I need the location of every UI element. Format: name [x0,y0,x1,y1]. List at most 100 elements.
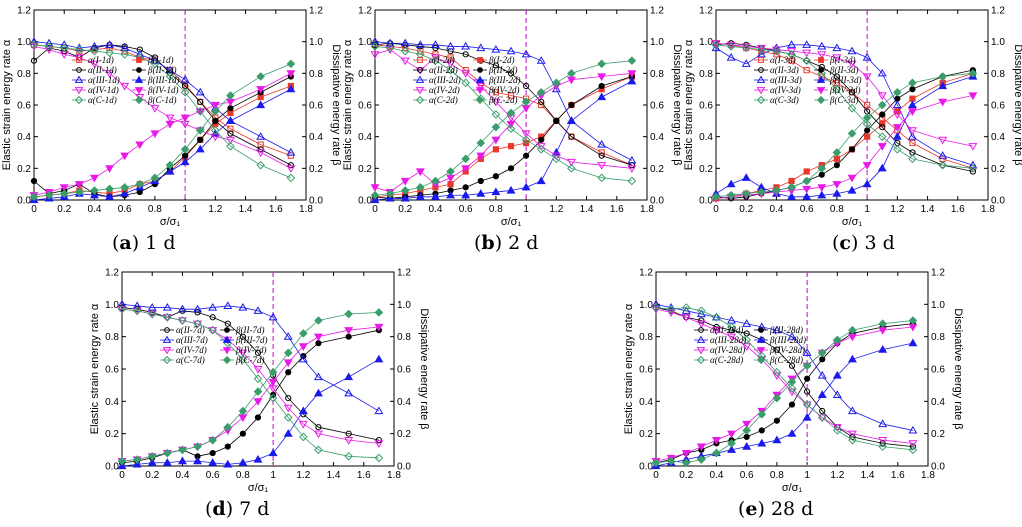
pc-legend-label: β(IV-3d) [829,85,860,95]
pa-y-tick-label-left: 0.4 [17,132,31,143]
pe-legend-marker [758,327,764,333]
pe-data-point [878,419,888,428]
pd-data-point [208,327,218,335]
pd-data-point [208,458,218,466]
pb-data-point [446,60,456,69]
pb-y-axis-label-left: Elastic strain energy rate α [342,39,354,170]
pb-data-point [461,165,471,173]
pa-data-point [89,174,99,183]
pc-legend-marker [756,95,766,105]
pa-series-C-beta [29,59,296,202]
pe-y-tick-label-right: 0.2 [931,429,945,440]
pd-y-tick-label-right: 0.0 [397,462,411,473]
pc-data-point [877,92,887,101]
pe-data-point [847,430,857,439]
pd-data-point [117,456,127,466]
pd-data-point [313,372,323,381]
pe-series-line [655,308,913,444]
pb-legend-marker [415,75,425,83]
pa-data-point [150,105,160,113]
pc-data-point [802,185,812,194]
pc-legend-label: α(III-3d) [770,75,802,85]
pe-data-point [802,361,812,371]
pd-y-tick-label-left: 0.4 [105,397,119,408]
pd-x-tick-label: 0.2 [145,470,159,481]
pe-series-line [655,323,913,464]
pb-data-point [462,51,469,58]
pa-data-point [256,100,266,109]
pd-data-point [285,369,292,376]
pb-data-point [416,183,425,192]
pd-data-point [283,429,293,437]
pb-series-C-alpha [370,42,637,186]
pd-data-point [177,456,187,465]
pa-data-point [165,114,175,123]
pe-data-point [772,367,782,377]
pd-data-point [345,333,352,340]
pd-series-C-alpha [117,304,384,463]
pe-data-point [757,438,767,447]
pc-series-line [715,42,973,147]
pe-series-C-alpha [651,303,918,455]
pd-y-tick-label-left: 0.6 [105,365,119,376]
pb-data-point [507,143,515,150]
pd-data-point [238,458,248,466]
pc-data-point [832,54,842,63]
pc-series-line [715,72,973,198]
pb-data-point [491,187,501,196]
pe-data-point [651,458,661,468]
pb-y-tick-label-right: 0.6 [650,101,664,112]
pb-y-tick-label-right: 1.0 [650,37,664,48]
pd-data-point [253,306,263,314]
pe-x-tick-label: 0.6 [740,470,754,481]
pa-series-line [33,44,292,179]
pc-data-point [802,192,812,200]
pe-data-point [802,400,812,409]
pc-data-point [788,177,795,185]
pb-y-tick-label-left: 0.6 [358,101,372,112]
pd-data-point [223,301,233,310]
pc-y-tick-label-left: 0.8 [699,69,713,80]
pd-data-point [238,406,248,416]
pb-data-point [552,154,561,164]
pc-data-point [968,143,978,151]
pb-data-point [400,46,410,56]
chart-panel-d: 0 0.2 0.4 0.6 0.8 1 1.2 1.4 1.6 1.8 0.0 0.0 0.2 0.2 0.… [88,262,430,527]
pc-data-point [864,133,871,140]
pc-data-point [847,60,857,69]
pe-data-point [878,319,887,329]
pb-data-point [536,145,546,154]
pd-data-point [268,312,278,321]
pe-data-point [666,309,676,318]
pc-data-point [847,46,857,55]
pd-y-tick-label-left: 1.2 [105,268,119,279]
pa-data-point [225,136,235,145]
pd-data-point [224,320,231,327]
pb-data-point [598,152,605,159]
pe-data-point [909,443,916,450]
pa-data-point [135,141,145,150]
pc-data-point [787,192,797,200]
pd-y-tick-label-right: 1.2 [397,268,411,279]
pe-data-point [819,356,826,363]
pe-legend-label: α(III-28d) [710,335,746,345]
pa-data-point [61,48,68,55]
pd-data-point [253,374,263,384]
pc-data-point [907,132,917,140]
pc-series-IV-alpha [711,40,978,151]
pd-data-point [374,453,384,463]
pa-series-line [33,44,292,157]
pc-data-point [741,59,751,67]
pc-x-tick-label: 0.8 [830,204,844,215]
pb-data-point [491,98,501,107]
pc-data-point [847,185,857,194]
pc-data-point [892,100,902,109]
pd-data-point [344,309,353,319]
pd-legend-marker [162,347,172,355]
pb-data-point [568,101,575,109]
pc-data-point [847,103,857,113]
pa-legend-marker [74,87,84,95]
pe-data-point [788,401,796,408]
pd-legend-marker [222,335,232,343]
pb-data-point [400,193,410,202]
